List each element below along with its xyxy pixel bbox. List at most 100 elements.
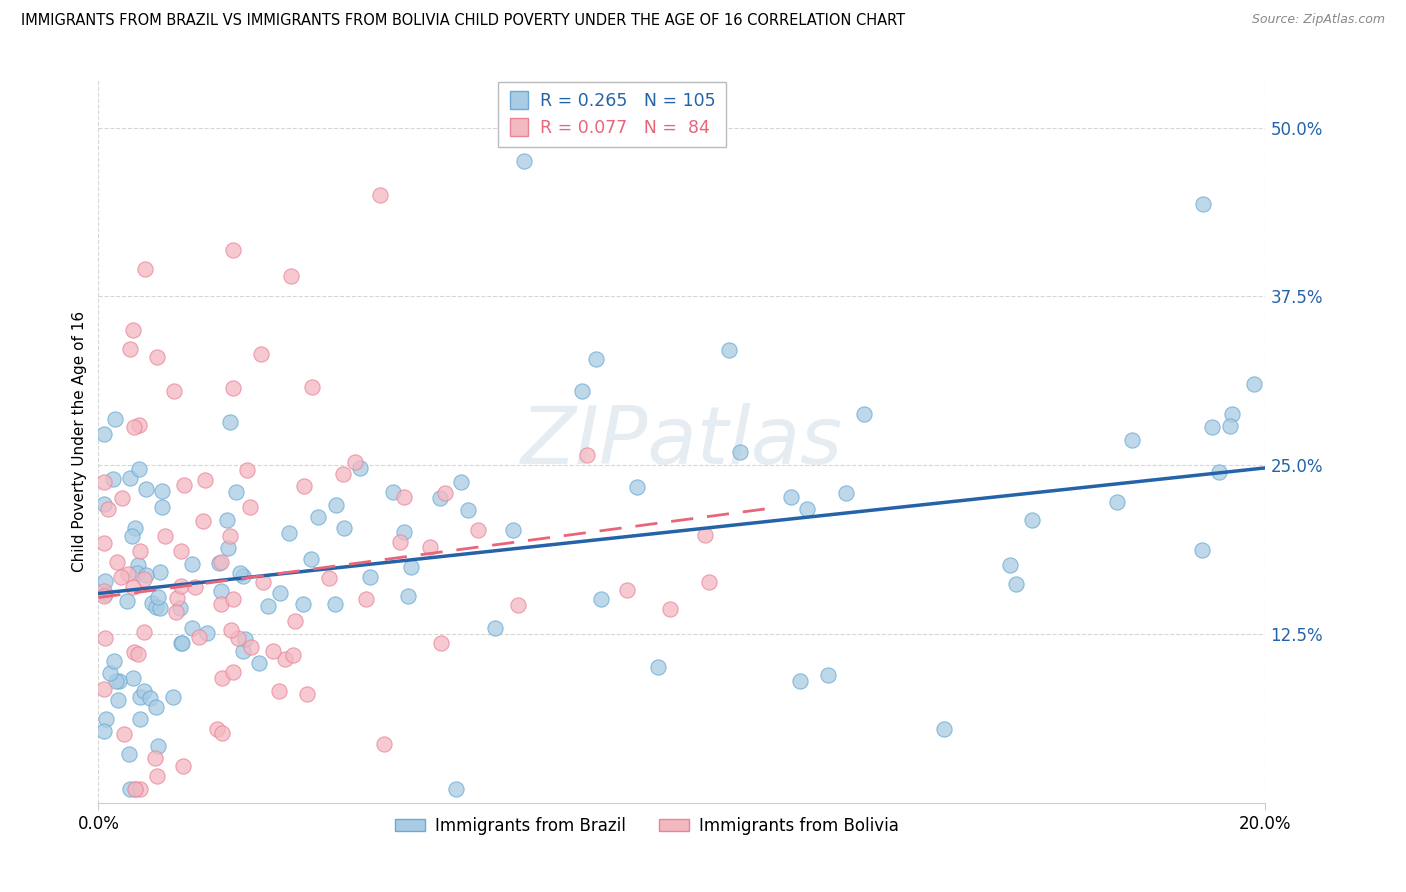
Point [166, 605, 188, 619]
Point [1243, 377, 1265, 392]
Point [170, 636, 193, 650]
Point [467, 523, 489, 537]
Point [389, 535, 412, 549]
Point [853, 407, 876, 421]
Point [292, 479, 315, 493]
Point [299, 551, 322, 566]
Point [94, 587, 117, 601]
Point [1208, 465, 1230, 479]
Point [104, 411, 127, 425]
Point [120, 471, 142, 485]
Point [180, 621, 202, 635]
Point [122, 671, 145, 685]
Point [118, 747, 141, 761]
Point [419, 540, 441, 554]
Point [163, 384, 186, 398]
Point [127, 558, 149, 573]
Point [135, 568, 157, 582]
Point [128, 544, 150, 558]
Point [150, 483, 173, 498]
Point [998, 558, 1021, 573]
Point [697, 574, 720, 589]
Point [129, 782, 152, 797]
Point [207, 722, 229, 736]
Point [318, 571, 340, 585]
Y-axis label: Child Poverty Under the Age of 16: Child Poverty Under the Age of 16 [72, 311, 87, 572]
Point [149, 600, 172, 615]
Point [219, 624, 242, 638]
Point [401, 560, 423, 574]
Point [93, 723, 115, 738]
Point [301, 379, 323, 393]
Point [239, 640, 262, 655]
Point [187, 630, 209, 644]
Point [934, 722, 956, 736]
Point [262, 644, 284, 658]
Point [209, 597, 232, 611]
Point [277, 525, 299, 540]
Point [373, 737, 395, 751]
Point [145, 600, 167, 615]
Point [222, 665, 245, 680]
Point [307, 509, 329, 524]
Point [217, 541, 239, 555]
Point [93, 427, 115, 442]
Point [170, 544, 193, 558]
Point [1192, 197, 1215, 211]
Point [93, 583, 115, 598]
Point [191, 514, 214, 528]
Point [134, 572, 156, 586]
Point [585, 351, 607, 366]
Point [170, 579, 193, 593]
Point [659, 601, 682, 615]
Point [128, 690, 150, 705]
Point [392, 490, 415, 504]
Point [193, 473, 215, 487]
Point [433, 486, 456, 500]
Point [835, 485, 858, 500]
Point [173, 477, 195, 491]
Point [382, 485, 405, 500]
Point [256, 599, 278, 613]
Point [105, 555, 128, 569]
Text: Source: ZipAtlas.com: Source: ZipAtlas.com [1251, 13, 1385, 27]
Point [1005, 576, 1028, 591]
Point [229, 566, 252, 581]
Point [250, 347, 273, 361]
Point [208, 556, 231, 570]
Point [155, 529, 177, 543]
Point [134, 262, 156, 277]
Text: ZIPatlas: ZIPatlas [520, 402, 844, 481]
Point [1219, 419, 1241, 434]
Point [129, 712, 152, 726]
Point [110, 570, 132, 584]
Point [134, 684, 156, 698]
Point [138, 690, 160, 705]
Point [616, 583, 638, 598]
Point [111, 491, 134, 505]
Point [124, 521, 146, 535]
Point [211, 726, 233, 740]
Point [219, 415, 242, 429]
Point [354, 591, 377, 606]
Point [226, 631, 249, 645]
Point [239, 500, 262, 515]
Point [127, 647, 149, 661]
Point [589, 591, 612, 606]
Point [1105, 495, 1128, 509]
Point [141, 596, 163, 610]
Point [93, 589, 115, 603]
Point [93, 536, 115, 550]
Point [122, 644, 145, 658]
Point [122, 323, 145, 337]
Point [730, 445, 752, 459]
Point [295, 687, 318, 701]
Point [1021, 512, 1043, 526]
Point [128, 417, 150, 432]
Point [134, 625, 156, 640]
Point [796, 502, 818, 516]
Point [1121, 433, 1143, 447]
Point [502, 523, 524, 537]
Point [247, 656, 270, 670]
Point [222, 381, 245, 395]
